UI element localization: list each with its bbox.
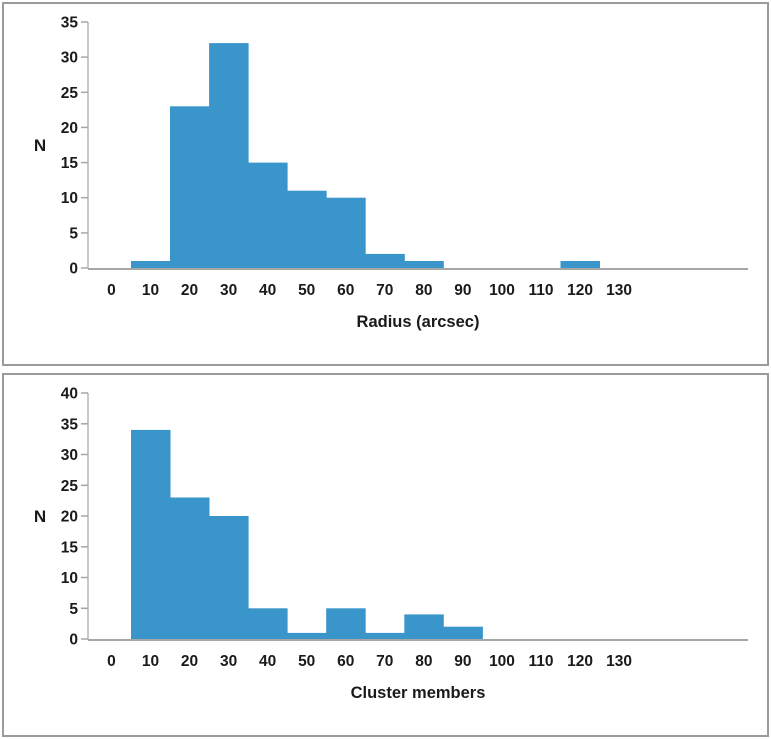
y-tick-label: 30 bbox=[61, 50, 78, 67]
x-axis-title: Cluster members bbox=[351, 684, 486, 702]
histogram-bar bbox=[287, 190, 327, 268]
histogram-bar bbox=[287, 632, 327, 640]
cluster-members-histogram-panel: 0 5 10 15 20 25 30 35 40 0 10 20 30 40 50 60 70 80 90 100 11… bbox=[2, 373, 769, 737]
x-tick-label: 90 bbox=[454, 653, 471, 670]
x-tick-label: 110 bbox=[528, 653, 553, 670]
x-tick-label: 0 bbox=[107, 282, 116, 299]
y-tick-label: 20 bbox=[61, 120, 78, 137]
x-tick-label: 120 bbox=[567, 282, 593, 299]
y-tick-label: 10 bbox=[61, 570, 78, 587]
x-tick-label: 110 bbox=[528, 282, 553, 299]
y-axis-title: N bbox=[34, 507, 46, 526]
histogram-bar bbox=[365, 632, 405, 640]
y-tick-label: 35 bbox=[61, 15, 79, 32]
cluster-members-histogram: 0 5 10 15 20 25 30 35 40 0 10 20 30 40 50 60 70 80 90 100 11… bbox=[34, 386, 748, 702]
histogram-bar bbox=[560, 261, 600, 268]
y-tick-label: 0 bbox=[69, 261, 78, 278]
histogram-bar bbox=[131, 429, 171, 639]
x-tick-label: 70 bbox=[376, 282, 393, 299]
histogram-bar bbox=[326, 197, 366, 268]
histogram-bar bbox=[404, 614, 444, 639]
histogram-bar bbox=[170, 497, 210, 639]
histogram-bar bbox=[209, 516, 249, 639]
x-axis-title: Radius (arcsec) bbox=[357, 313, 480, 331]
x-tick-label: 120 bbox=[567, 653, 593, 670]
x-tick-label: 70 bbox=[376, 653, 393, 670]
x-tick-label: 100 bbox=[489, 653, 515, 670]
x-tick-label: 50 bbox=[298, 282, 315, 299]
x-tick-label: 80 bbox=[415, 653, 432, 670]
x-tick-label: 10 bbox=[142, 653, 159, 670]
y-tick-label: 35 bbox=[61, 416, 79, 433]
histogram-bar bbox=[131, 261, 171, 268]
x-tick-label: 90 bbox=[454, 282, 471, 299]
histogram-bar bbox=[443, 626, 483, 639]
histogram-bar bbox=[248, 162, 288, 268]
x-tick-label: 40 bbox=[259, 282, 276, 299]
histogram-bar bbox=[404, 261, 444, 268]
y-tick-label: 25 bbox=[61, 478, 79, 495]
histogram-bar bbox=[365, 253, 405, 268]
x-tick-label: 60 bbox=[337, 653, 354, 670]
y-tick-label: 5 bbox=[69, 225, 78, 242]
x-tick-label: 80 bbox=[415, 282, 432, 299]
histogram-bar bbox=[170, 106, 210, 268]
y-axis-title: N bbox=[34, 136, 46, 155]
y-tick-label: 15 bbox=[61, 155, 79, 172]
x-tick-label: 60 bbox=[337, 282, 354, 299]
histogram-bar bbox=[248, 608, 288, 640]
y-tick-label: 10 bbox=[61, 190, 78, 207]
histogram-bar bbox=[209, 43, 249, 268]
x-tick-label: 20 bbox=[181, 282, 198, 299]
x-tick-label: 50 bbox=[298, 653, 315, 670]
x-tick-label: 100 bbox=[489, 282, 515, 299]
x-tick-label: 130 bbox=[606, 653, 632, 670]
y-tick-label: 20 bbox=[61, 509, 78, 526]
x-tick-label: 10 bbox=[142, 282, 159, 299]
x-tick-label: 30 bbox=[220, 653, 237, 670]
x-tick-label: 30 bbox=[220, 282, 237, 299]
y-tick-label: 5 bbox=[69, 601, 78, 618]
y-tick-label: 25 bbox=[61, 85, 79, 102]
x-tick-label: 130 bbox=[606, 282, 632, 299]
radius-histogram: 0 5 10 15 20 25 30 35 0 10 20 30 40 50 60 70 80 90 100 110 1… bbox=[34, 15, 748, 331]
y-tick-label: 0 bbox=[69, 632, 78, 649]
x-tick-label: 20 bbox=[181, 653, 198, 670]
x-tick-label: 40 bbox=[259, 653, 276, 670]
y-tick-label: 40 bbox=[61, 386, 78, 403]
radius-histogram-panel: 0 5 10 15 20 25 30 35 0 10 20 30 40 50 60 70 80 90 100 110 1… bbox=[2, 2, 769, 366]
x-tick-label: 0 bbox=[107, 653, 116, 670]
y-tick-label: 15 bbox=[61, 539, 79, 556]
histogram-bar bbox=[326, 608, 366, 640]
y-tick-label: 30 bbox=[61, 447, 78, 464]
